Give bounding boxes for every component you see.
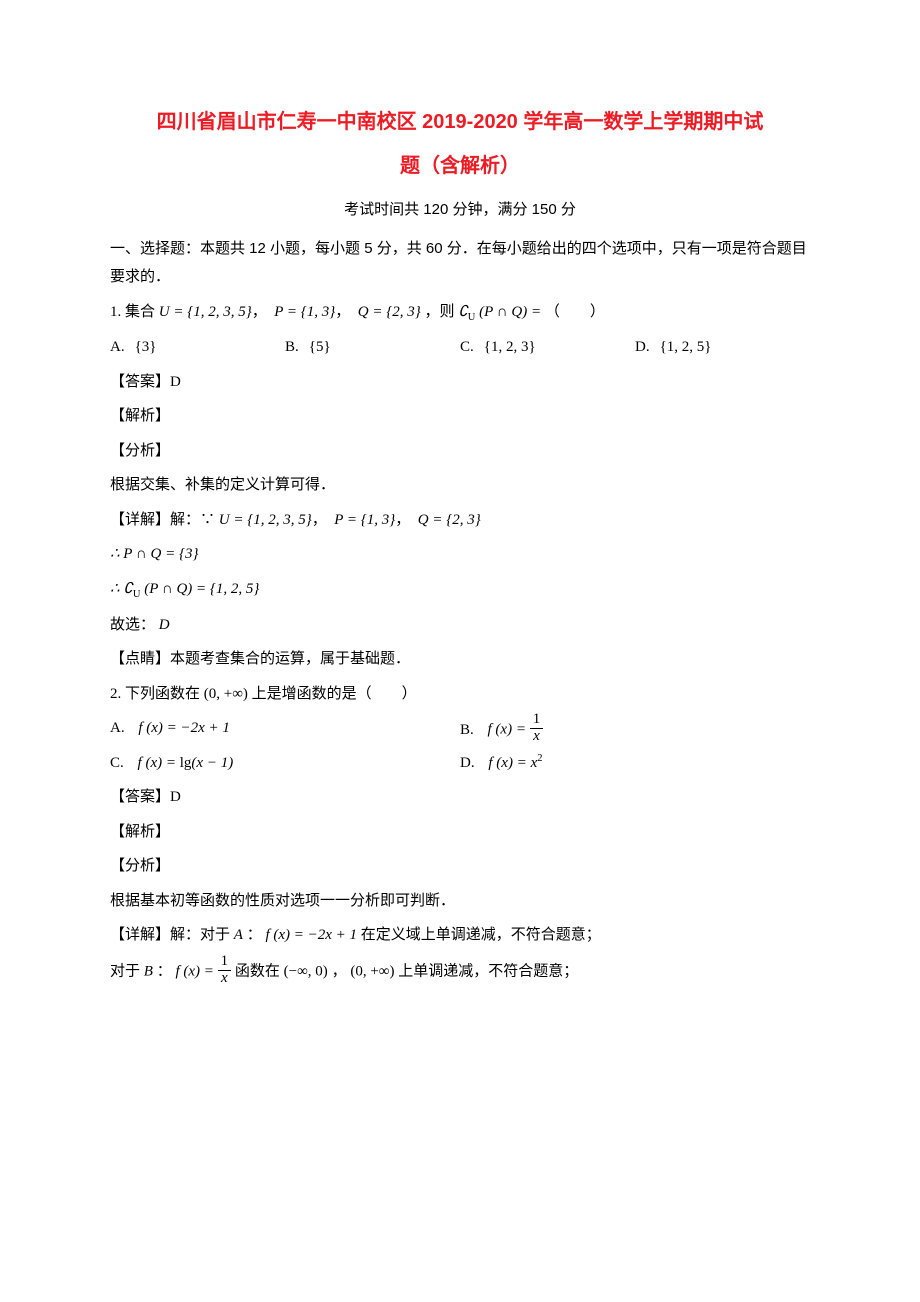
q1-jiexi: 【解析】 [110,402,810,431]
q1-detail-Q: Q = {2, 3} [418,512,481,528]
q1-dianxing: 【点睛】本题考查集合的运算，属于基础题． [110,645,810,674]
exam-info: 考试时间共 120 分钟，满分 150 分 [110,196,810,225]
q2-optD: D. f (x) = x2 [460,749,810,778]
q1-expr: ∁U (P ∩ Q) = [458,304,545,320]
q1-P: P = {1, 3} [274,304,335,320]
doc-title: 四川省眉山市仁寿一中南校区 2019-2020 学年高一数学上学期期中试 题（含… [110,100,810,188]
q1-options: A.{3} B.{5} C.{1, 2, 3} D.{1, 2, 5} [110,333,810,362]
q1-detail-P: P = {1, 3} [334,512,395,528]
q1-stem: 1. 集合 U = {1, 2, 3, 5}， P = {1, 3}， Q = … [110,298,810,328]
q1-U: U = {1, 2, 3, 5} [159,304,252,320]
q2-optA: A. f (x) = −2x + 1 [110,714,460,747]
q1-prefix: 1. 集合 [110,304,155,320]
q1-optB: B.{5} [285,333,460,362]
q1-optC: C.{1, 2, 3} [460,333,635,362]
q2-options-row1: A. f (x) = −2x + 1 B. f (x) = 1x [110,714,810,747]
q1-Q: Q = {2, 3} [358,304,421,320]
q1-step2: ∴ ∁U (P ∩ Q) = {1, 2, 5} [110,575,810,605]
q2-fenxi: 【分析】 [110,852,810,881]
q1-mid: ，则 [424,304,454,320]
q2-options-row2: C. f (x) = lg(x − 1) D. f (x) = x2 [110,749,810,778]
frac-1-over-x-b: 1x [218,954,232,987]
q2-optC: C. f (x) = lg(x − 1) [110,749,460,778]
q2-answer: 【答案】D [110,783,810,812]
q2-detail-A: 【详解】解：对于 A ： f (x) = −2x + 1 在定义域上单调递减，不… [110,921,810,950]
q1-detail: 【详解】解：∵ U = {1, 2, 3, 5}， P = {1, 3}， Q … [110,506,810,535]
q1-optA: A.{3} [110,333,285,362]
q2-jiexi: 【解析】 [110,818,810,847]
frac-1-over-x: 1x [530,712,544,745]
q2-stem: 2. 下列函数在 (0, +∞) 上是增函数的是（ ） [110,680,810,709]
q1-conclusion: 故选： D [110,611,810,640]
q2-detail-B: 对于 B ： f (x) = 1x 函数在 (−∞, 0) ， (0, +∞) … [110,956,810,989]
q1-optD: D.{1, 2, 5} [635,333,810,362]
q1-answer: 【答案】D [110,368,810,397]
q2-optB: B. f (x) = 1x [460,714,810,747]
q1-detail-U: U = {1, 2, 3, 5} [219,512,312,528]
q1-fenxi-text: 根据交集、补集的定义计算可得． [110,471,810,500]
title-line-1: 四川省眉山市仁寿一中南校区 2019-2020 学年高一数学上学期期中试 [110,100,810,144]
title-line-2: 题（含解析） [110,144,810,188]
section-1-heading: 一、选择题：本题共 12 小题，每小题 5 分，共 60 分．在每小题给出的四个… [110,235,810,292]
q1-detail-label: 【详解】解：∵ [110,512,215,528]
q1-suffix: （ ） [545,304,605,320]
q1-fenxi: 【分析】 [110,437,810,466]
q2-fenxi-text: 根据基本初等函数的性质对选项一一分析即可判断． [110,887,810,916]
q1-step1: ∴ P ∩ Q = {3} [110,540,810,569]
q2-interval: (0, +∞) [204,686,248,702]
